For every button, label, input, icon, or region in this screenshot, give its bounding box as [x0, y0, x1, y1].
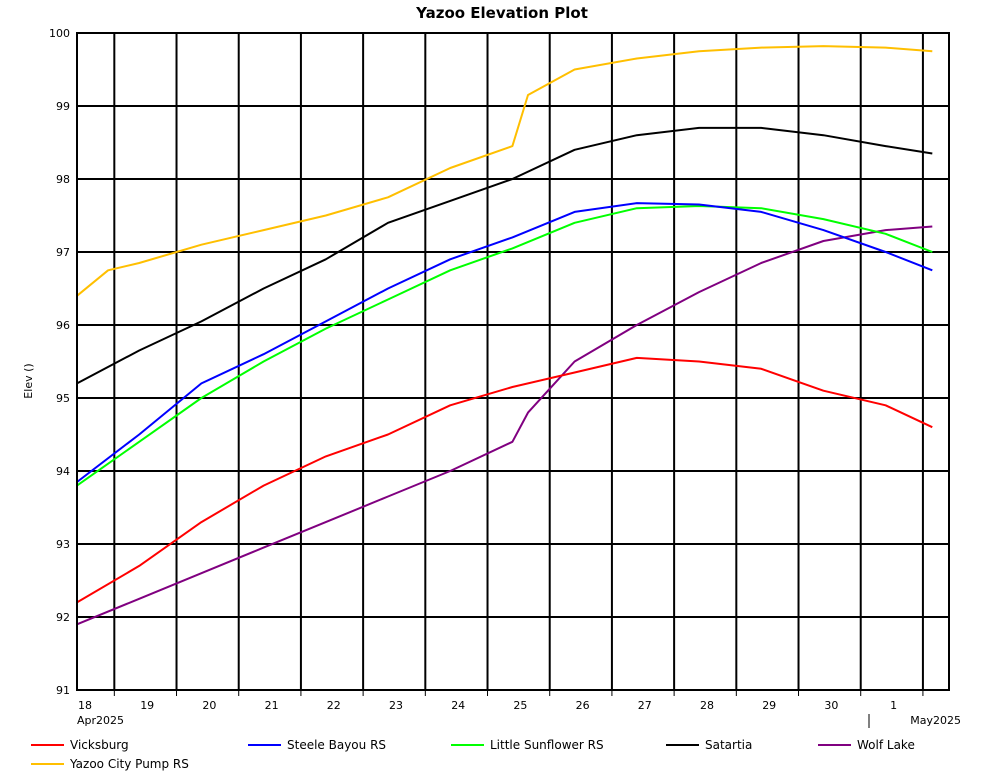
x-tick-label: 20 [202, 699, 216, 712]
x-tick-label: 1 [890, 699, 897, 712]
legend-label-yazoo-city-pump-rs: Yazoo City Pump RS [69, 757, 189, 771]
legend-label-wolf-lake: Wolf Lake [857, 738, 915, 752]
chart-title: Yazoo Elevation Plot [415, 4, 588, 22]
x-tick-label: 25 [513, 699, 527, 712]
series-lines [76, 45, 933, 626]
x-tick-label: 30 [824, 699, 838, 712]
series-line-little-sunflower-rs [76, 205, 933, 487]
legend-label-satartia: Satartia [705, 738, 752, 752]
legend-label-vicksburg: Vicksburg [70, 738, 129, 752]
series-line-yazoo-city-pump-rs [76, 45, 933, 297]
x-month-label: May2025 [910, 714, 961, 727]
series-line-satartia [76, 126, 933, 385]
y-axis-ticks: 91 92 93 94 95 96 97 98 99 100 [49, 27, 70, 697]
y-tick-label: 94 [56, 465, 70, 478]
series-line-wolf-lake [76, 225, 933, 626]
x-tick-label: 21 [265, 699, 279, 712]
y-tick-label: 96 [56, 319, 70, 332]
y-tick-label: 93 [56, 538, 70, 551]
legend: Vicksburg Steele Bayou RS Little Sunflower… [31, 738, 915, 771]
y-tick-label: 91 [56, 684, 70, 697]
y-tick-label: 100 [49, 27, 70, 40]
x-tick-label: 24 [451, 699, 465, 712]
series-line-steele-bayou-rs [76, 202, 933, 483]
y-axis-label: Elev () [22, 363, 35, 398]
legend-label-steele-bayou-rs: Steele Bayou RS [287, 738, 386, 752]
y-tick-label: 95 [56, 392, 70, 405]
x-tick-label: 29 [762, 699, 776, 712]
series-line-vicksburg [76, 356, 933, 604]
grid-lines [77, 32, 949, 691]
y-tick-label: 92 [56, 611, 70, 624]
x-month-label: Apr2025 [77, 714, 124, 727]
legend-label-little-sunflower-rs: Little Sunflower RS [490, 738, 604, 752]
x-tick-label: 23 [389, 699, 403, 712]
x-tick-label: 27 [638, 699, 652, 712]
x-tick-label: 19 [140, 699, 154, 712]
x-tick-label: 22 [327, 699, 341, 712]
y-tick-label: 98 [56, 173, 70, 186]
x-tick-label: 26 [576, 699, 590, 712]
y-tick-label: 97 [56, 246, 70, 259]
x-axis-ticks: 18 19 20 21 22 23 24 25 26 27 28 29 30 1 Apr2025 May202… [77, 690, 961, 728]
y-tick-label: 99 [56, 100, 70, 113]
x-tick-label: 28 [700, 699, 714, 712]
plot-frame [76, 32, 950, 691]
x-tick-label: 18 [78, 699, 92, 712]
